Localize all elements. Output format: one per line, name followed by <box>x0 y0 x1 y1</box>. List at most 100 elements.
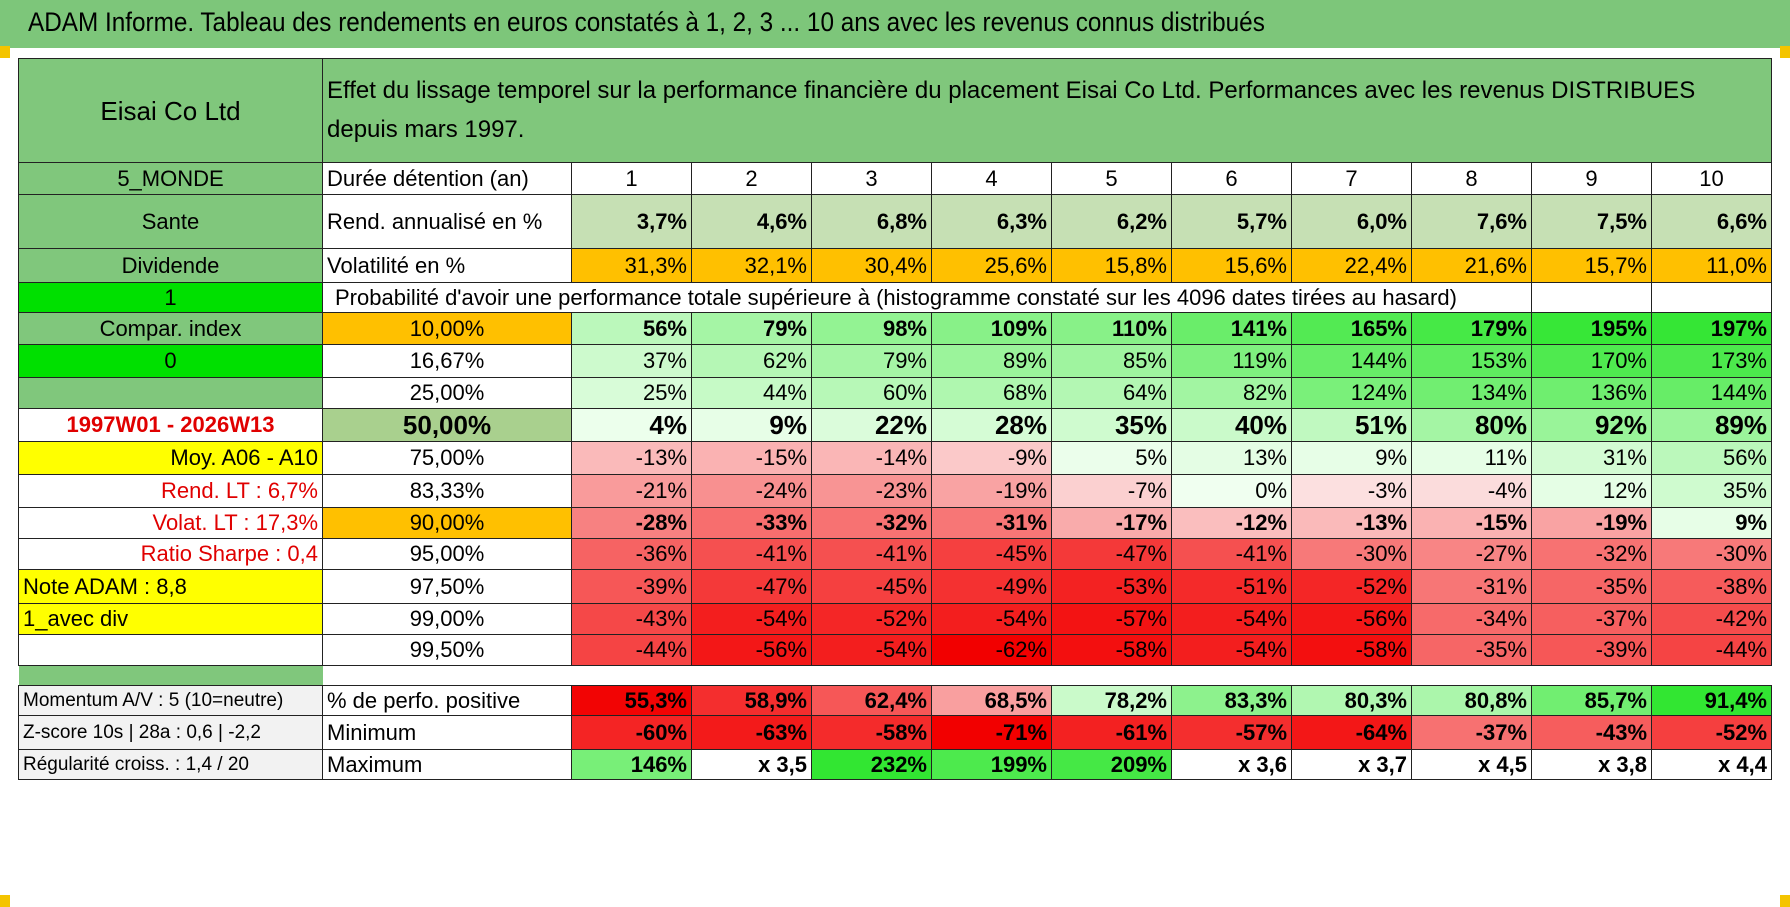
quantile-value: -38% <box>1651 569 1772 604</box>
quantile-value: -54% <box>811 634 932 666</box>
quantile-value: -47% <box>691 569 812 604</box>
description: Effet du lissage temporel sur la perform… <box>322 58 1772 163</box>
quantile-value: 82% <box>1171 377 1292 409</box>
quantile-value: -45% <box>811 569 932 604</box>
quantile-label: 83,33% <box>322 474 572 508</box>
quantile-value: -54% <box>1171 634 1292 666</box>
quantile-value: -30% <box>1291 538 1412 570</box>
moy-label: Moy. A06 - A10 <box>18 441 323 475</box>
quantile-value: 62% <box>691 344 812 378</box>
prob-row: 1 Probabilité d'avoir une performance tot… <box>18 282 1772 313</box>
quantile-value: 13% <box>1171 441 1292 475</box>
quantile-value: -44% <box>571 634 692 666</box>
quantile-value: -31% <box>1411 569 1532 604</box>
quantile-value: 4% <box>571 408 692 442</box>
quantile-value: 28% <box>931 408 1052 442</box>
quantile-value: -17% <box>1051 507 1172 539</box>
bottom-left-label: Régularité croiss. : 1,4 / 20 <box>18 749 323 780</box>
bottom-value: 62,4% <box>811 685 932 716</box>
quantile-value: -54% <box>691 603 812 635</box>
bottom-value: x 4,4 <box>1651 749 1772 780</box>
quantile-row: 25,00% 25% 44% 60% 68% 64% 82% 124% 134% 136% 144% <box>18 377 1772 409</box>
quantile-value: -14% <box>811 441 932 475</box>
quantile-value: 25% <box>571 377 692 409</box>
corner-marker <box>1780 895 1790 907</box>
bottom-value: -71% <box>931 715 1052 750</box>
quantile-value: 31% <box>1531 441 1652 475</box>
quantile-label: 99,00% <box>322 603 572 635</box>
vol-value: 25,6% <box>931 248 1052 283</box>
quantile-value: 12% <box>1531 474 1652 508</box>
quantile-row: Volat. LT : 17,3% 90,00% -28% -33% -32% -31% -… <box>18 507 1772 539</box>
rend-value: 6,2% <box>1051 194 1172 249</box>
quantile-value: -45% <box>931 538 1052 570</box>
quantile-value: 124% <box>1291 377 1412 409</box>
quantile-value: 9% <box>1291 441 1412 475</box>
vol-value: 30,4% <box>811 248 932 283</box>
quantile-value: -57% <box>1051 603 1172 635</box>
flag-one: 1 <box>18 282 323 313</box>
bottom-value: x 3,5 <box>691 749 812 780</box>
bottom-value: -43% <box>1531 715 1652 750</box>
quantile-value: 56% <box>1651 441 1772 475</box>
quantile-value: 173% <box>1651 344 1772 378</box>
quantile-value: -12% <box>1171 507 1292 539</box>
quantile-row: Note ADAM : 8,8 97,50% -39% -47% -45% -49% -53… <box>18 569 1772 604</box>
bottom-left-label: Z-score 10s | 28a : 0,6 | -2,2 <box>18 715 323 750</box>
corner-marker <box>1780 46 1790 58</box>
bottom-value: 91,4% <box>1651 685 1772 716</box>
bottom-value: -61% <box>1051 715 1172 750</box>
quantile-value: 11% <box>1411 441 1532 475</box>
quantile-value: 165% <box>1291 312 1412 345</box>
period-label: 1997W01 - 2026W13 <box>18 408 323 442</box>
quantile-value: -52% <box>811 603 932 635</box>
spacer-row <box>18 665 1772 686</box>
quantile-value: 5% <box>1051 441 1172 475</box>
quantile-value: -32% <box>811 507 932 539</box>
bottom-label: Maximum <box>322 749 572 780</box>
quantile-value: -51% <box>1171 569 1292 604</box>
bottom-value: -37% <box>1411 715 1532 750</box>
quantile-label: 10,00% <box>322 312 572 345</box>
quantile-value: 79% <box>811 344 932 378</box>
quantile-value: 119% <box>1171 344 1292 378</box>
quantile-value: -62% <box>931 634 1052 666</box>
rend-value: 6,0% <box>1291 194 1412 249</box>
quantile-value: -39% <box>571 569 692 604</box>
year-header: 3 <box>811 162 932 195</box>
bottom-value: -64% <box>1291 715 1412 750</box>
vol-value: 22,4% <box>1291 248 1412 283</box>
quantile-row: Moy. A06 - A10 75,00% -13% -15% -14% -9% 5% 13%… <box>18 441 1772 475</box>
title-bar: ADAM Informe. Tableau des rendements en … <box>0 0 1790 48</box>
vol-value: 11,0% <box>1651 248 1772 283</box>
empty-cell <box>1531 282 1652 313</box>
year-header: 1 <box>571 162 692 195</box>
quantile-value: 153% <box>1411 344 1532 378</box>
quantile-value: -3% <box>1291 474 1412 508</box>
vol-value: 15,8% <box>1051 248 1172 283</box>
bottom-value: 58,9% <box>691 685 812 716</box>
quantile-value: -19% <box>1531 507 1652 539</box>
quantile-value: -56% <box>1291 603 1412 635</box>
rend-value: 4,6% <box>691 194 812 249</box>
quantile-value: 9% <box>1651 507 1772 539</box>
corner-marker <box>0 895 10 907</box>
quantile-label: 50,00% <box>322 408 572 442</box>
quantile-value: 141% <box>1171 312 1292 345</box>
rend-row: Sante Rend. annualisé en % 3,7% 4,6% 6,8% 6,3… <box>18 194 1772 249</box>
quantile-value: -19% <box>931 474 1052 508</box>
vol-value: 21,6% <box>1411 248 1532 283</box>
rend-value: 7,5% <box>1531 194 1652 249</box>
quantile-value: 60% <box>811 377 932 409</box>
year-header: 7 <box>1291 162 1412 195</box>
quantile-label: 90,00% <box>322 507 572 539</box>
quantile-value: -42% <box>1651 603 1772 635</box>
bottom-label: Minimum <box>322 715 572 750</box>
bottom-value: 199% <box>931 749 1052 780</box>
note-adam-label: Note ADAM : 8,8 <box>18 569 323 604</box>
bottom-row: Régularité croiss. : 1,4 / 20 Maximum 146%… <box>18 749 1772 780</box>
quantile-value: -41% <box>811 538 932 570</box>
quantile-value: 51% <box>1291 408 1412 442</box>
rend-value: 3,7% <box>571 194 692 249</box>
quantile-value: -4% <box>1411 474 1532 508</box>
